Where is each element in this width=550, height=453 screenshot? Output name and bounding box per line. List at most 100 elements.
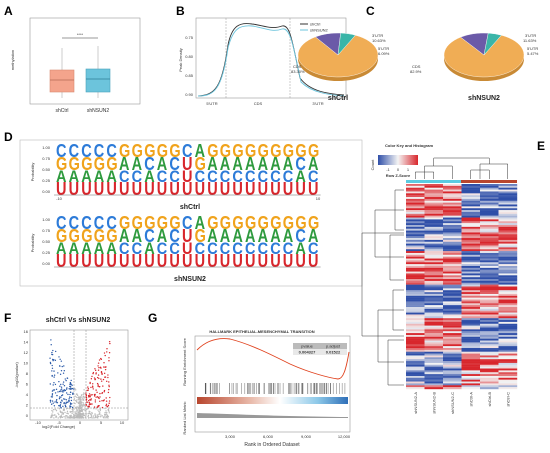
- heatmap-cell: [406, 277, 425, 280]
- volcano-point: [89, 416, 92, 419]
- volcano-point: [98, 405, 100, 407]
- volcano-point: [102, 416, 105, 418]
- heatmap-cell: [443, 277, 462, 280]
- heatmap-cell: [424, 271, 444, 274]
- volcano-point: [96, 416, 98, 419]
- heatmap-cell: [498, 366, 518, 369]
- heatmap-cell: [443, 221, 462, 224]
- volcano-point: [98, 397, 100, 400]
- heatmap-cell: [424, 323, 444, 326]
- volcano-point: [91, 411, 93, 414]
- volcano-point: [96, 376, 99, 379]
- volcano-point: [92, 371, 95, 374]
- volcano-point: [59, 410, 61, 412]
- volcano-point: [100, 357, 102, 360]
- heatmap-cell: [480, 247, 499, 250]
- volcano-point: [72, 393, 74, 395]
- volcano-point: [83, 404, 85, 406]
- volcano-point: [51, 413, 53, 415]
- volcano-point: [82, 399, 85, 401]
- heatmap-cell: [424, 241, 444, 244]
- logo-letter: U: [144, 180, 154, 200]
- heatmap-cell: [480, 226, 499, 229]
- c-pie2-cds-pct: 82.9%: [410, 69, 422, 74]
- heatmap-cell: [480, 375, 499, 379]
- logo-letter: G: [106, 227, 117, 247]
- heatmap-cell: [424, 314, 444, 317]
- b-legend-shctrl: shCtrl: [310, 22, 321, 27]
- volcano-point: [99, 409, 101, 411]
- heatmap-cell: [406, 310, 425, 313]
- heatmap-cell: [443, 307, 462, 310]
- f-ytick: 2: [26, 403, 29, 408]
- volcano-point: [87, 388, 90, 390]
- g-value-pvalue: 0.004327: [299, 350, 316, 355]
- heatmap-cell: [498, 387, 518, 390]
- heatmap-cell: [480, 336, 499, 339]
- b-ytick-0: 0.75: [185, 35, 194, 40]
- heatmap-cell: [406, 228, 425, 231]
- volcano-point: [97, 365, 99, 367]
- volcano-point: [92, 388, 94, 390]
- volcano-point: [104, 376, 107, 378]
- volcano-point: [63, 389, 65, 392]
- volcano-point: [53, 381, 55, 384]
- heatmap-cell: [461, 239, 481, 242]
- heatmap-cell: [480, 260, 499, 263]
- volcano-point: [89, 395, 91, 398]
- heatmap-cell: [406, 377, 425, 380]
- f-xtick: 0: [79, 420, 82, 425]
- heatmap-cell: [406, 223, 425, 226]
- volcano-point: [71, 384, 73, 387]
- heatmap-cell: [443, 305, 462, 308]
- heatmap-cell: [498, 336, 518, 339]
- volcano-point: [51, 393, 54, 395]
- volcano-point: [72, 409, 74, 412]
- logo-letter: G: [56, 227, 67, 247]
- d1-ytick-0: 1.00: [42, 145, 51, 150]
- heatmap-cell: [480, 284, 499, 287]
- heatmap-cell: [480, 236, 499, 239]
- heatmap-cell: [498, 288, 518, 291]
- volcano-point: [89, 381, 91, 384]
- heatmap-cell: [480, 293, 499, 297]
- heatmap-cell: [406, 331, 425, 334]
- logo-letter: U: [295, 252, 305, 272]
- volcano-point: [89, 411, 91, 413]
- heatmap-cell: [480, 349, 499, 352]
- heatmap-cell: [406, 219, 425, 222]
- heatmap-cell: [424, 295, 444, 298]
- f-ytick: 10: [24, 361, 29, 366]
- c-pie1-title: shCtrl: [328, 95, 348, 102]
- heatmap-cell: [461, 191, 481, 194]
- heatmap-cell: [443, 361, 462, 364]
- volcano-point: [66, 416, 69, 418]
- volcano-point: [106, 411, 108, 414]
- b-legend-shnsun2: shNSUN2: [310, 28, 329, 33]
- heatmap-cell: [480, 206, 499, 209]
- volcano-point: [54, 383, 57, 386]
- heatmap-cell: [461, 202, 481, 205]
- heatmap-cell: [498, 195, 518, 198]
- volcano-point: [90, 403, 92, 405]
- heatmap-cell: [480, 267, 499, 270]
- heatmap-cell: [406, 297, 425, 300]
- heatmap-cell: [406, 206, 425, 209]
- heatmap-cell: [480, 374, 499, 377]
- f-ytick: 4: [26, 392, 29, 397]
- heatmap-cell: [461, 195, 481, 198]
- volcano-point: [103, 372, 106, 375]
- heatmap-cell: [498, 204, 518, 207]
- volcano-point: [87, 406, 89, 408]
- heatmap-cell: [498, 297, 518, 300]
- logo-letter: G: [119, 214, 130, 234]
- heatmap-cell: [480, 187, 499, 190]
- heatmap-cell: [406, 314, 425, 317]
- heatmap-cell: [498, 307, 518, 310]
- heatmap-cell: [424, 208, 444, 211]
- volcano-point: [106, 405, 109, 408]
- heatmap-cell: [461, 204, 481, 207]
- logo-letter: A: [245, 227, 256, 247]
- heatmap-cell: [443, 342, 462, 345]
- heatmap-cell: [461, 213, 481, 216]
